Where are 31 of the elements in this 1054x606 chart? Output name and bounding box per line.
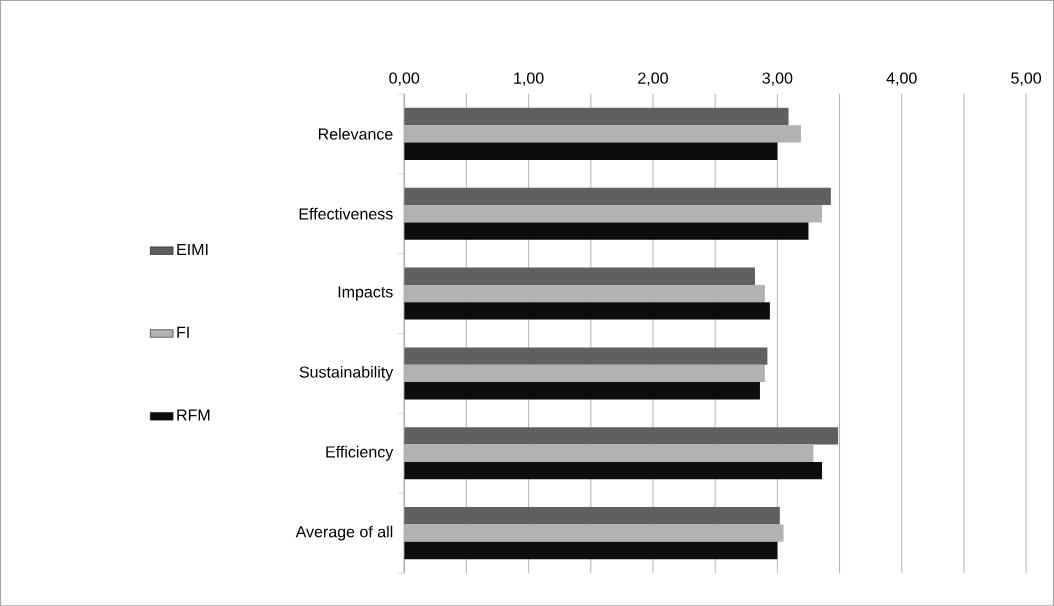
bar [404,222,809,240]
bar [404,302,770,320]
y-tick-label: Effectiveness [299,207,393,220]
bar [404,461,823,480]
bar [404,284,765,303]
bar [404,506,780,525]
bar [404,444,814,462]
y-tick-label: Relevance [318,127,393,140]
x-tick-label: 2,00 [638,72,668,86]
y-tick-label: Average of all [295,525,393,541]
bar [404,364,765,382]
bar [404,267,755,285]
y-tick-label: Efficiency [326,445,394,461]
bar [404,427,839,445]
bar [404,381,760,400]
x-tick-label: 5,00 [1011,72,1042,86]
bar [404,107,789,126]
x-tick-label: 1,00 [514,72,544,86]
x-tick-label: 4,00 [886,72,917,86]
bar [404,187,831,205]
bar [404,347,768,365]
legend-label: FI [177,326,189,338]
y-tick-label: Sustainability [299,365,394,381]
bar [404,142,778,160]
x-tick-label: 0,00 [389,72,420,86]
bar [404,204,823,223]
y-tick-label: Impacts [338,286,393,301]
bar [404,541,778,560]
x-tick-label: 3,00 [762,72,793,86]
legend-label: EIMI [177,243,208,255]
legend-label: RFM [177,409,210,421]
